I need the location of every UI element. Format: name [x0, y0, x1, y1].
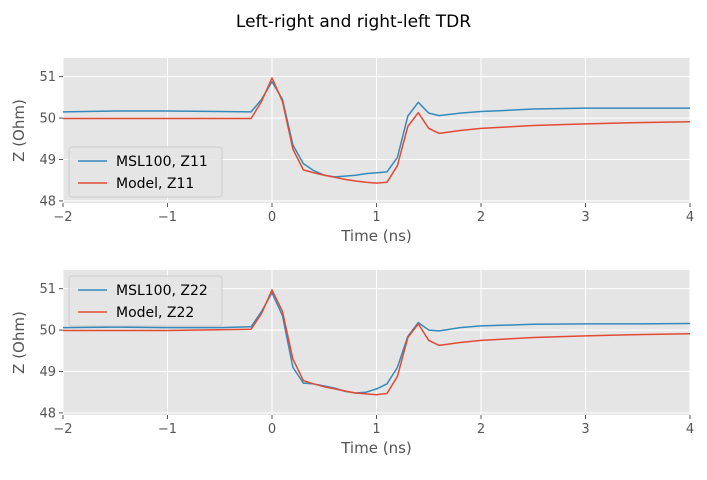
chart-0-legend: MSL100, Z11 Model, Z11 — [68, 146, 223, 198]
chart-1-y-tick-label: 51 — [39, 282, 56, 297]
chart-1-legend-label-0: MSL100, Z22 — [116, 283, 208, 299]
chart-0-x-tick-label: 1 — [372, 210, 380, 225]
chart-1-legend-box — [68, 275, 223, 327]
chart-0-legend-label-1: Model, Z11 — [116, 176, 194, 192]
chart-1-legend: MSL100, Z22 Model, Z22 — [68, 275, 223, 327]
chart-1-x-tick-label: 2 — [477, 422, 485, 437]
chart-1-legend-label-1: Model, Z22 — [116, 305, 194, 321]
chart-1-x-tick-label: 0 — [268, 422, 276, 437]
chart-1-x-axis-label: Time (ns) — [340, 439, 412, 457]
chart-0-y-tick-label: 48 — [39, 194, 56, 209]
chart-0-legend-label-0: MSL100, Z11 — [116, 154, 208, 170]
chart-0-x-tick-label: 3 — [581, 210, 589, 225]
chart-0-x-tick-label: −1 — [158, 210, 177, 225]
chart-1-y-axis-label: Z (Ohm) — [10, 311, 28, 374]
chart-0-y-tick-label: 49 — [39, 153, 56, 168]
chart-0-x-tick-label: 4 — [686, 210, 694, 225]
chart-0-x-tick-label: 2 — [477, 210, 485, 225]
chart-1-y-tick-label: 49 — [39, 365, 56, 380]
chart-1-x-tick-label: −2 — [53, 422, 72, 437]
chart-0-y-tick-label: 51 — [39, 70, 56, 85]
bottom-panel: −2 −1 0 1 2 3 4 48 49 50 51 Time (ns) Z (Ohm) MSL100,… — [10, 270, 694, 457]
figure-title: Left-right and right-left TDR — [236, 12, 471, 32]
top-panel: −2 −1 0 1 2 3 4 48 49 50 51 Time (ns) Z (Ohm) MSL100,… — [10, 58, 694, 245]
chart-1-x-tick-label: 1 — [372, 422, 380, 437]
chart-0-series-1-line — [63, 77, 691, 184]
chart-0-y-tick-label: 50 — [39, 112, 56, 127]
chart-1-x-tick-label: 4 — [686, 422, 694, 437]
chart-1-y-tick-label: 48 — [39, 406, 56, 421]
chart-0-series-0-line — [62, 80, 690, 178]
chart-0-x-axis-label: Time (ns) — [340, 227, 412, 245]
chart-1-series-1-line — [63, 289, 691, 396]
chart-0-x-tick-label: −2 — [53, 210, 72, 225]
chart-1-y-tick-label: 50 — [39, 324, 56, 339]
chart-1-x-tick-label: −1 — [158, 422, 177, 437]
chart-0-x-tick-label: 0 — [268, 210, 276, 225]
chart-0-legend-box — [68, 146, 223, 198]
chart-1-x-tick-label: 3 — [581, 422, 589, 437]
chart-0-y-axis-label: Z (Ohm) — [10, 99, 28, 162]
